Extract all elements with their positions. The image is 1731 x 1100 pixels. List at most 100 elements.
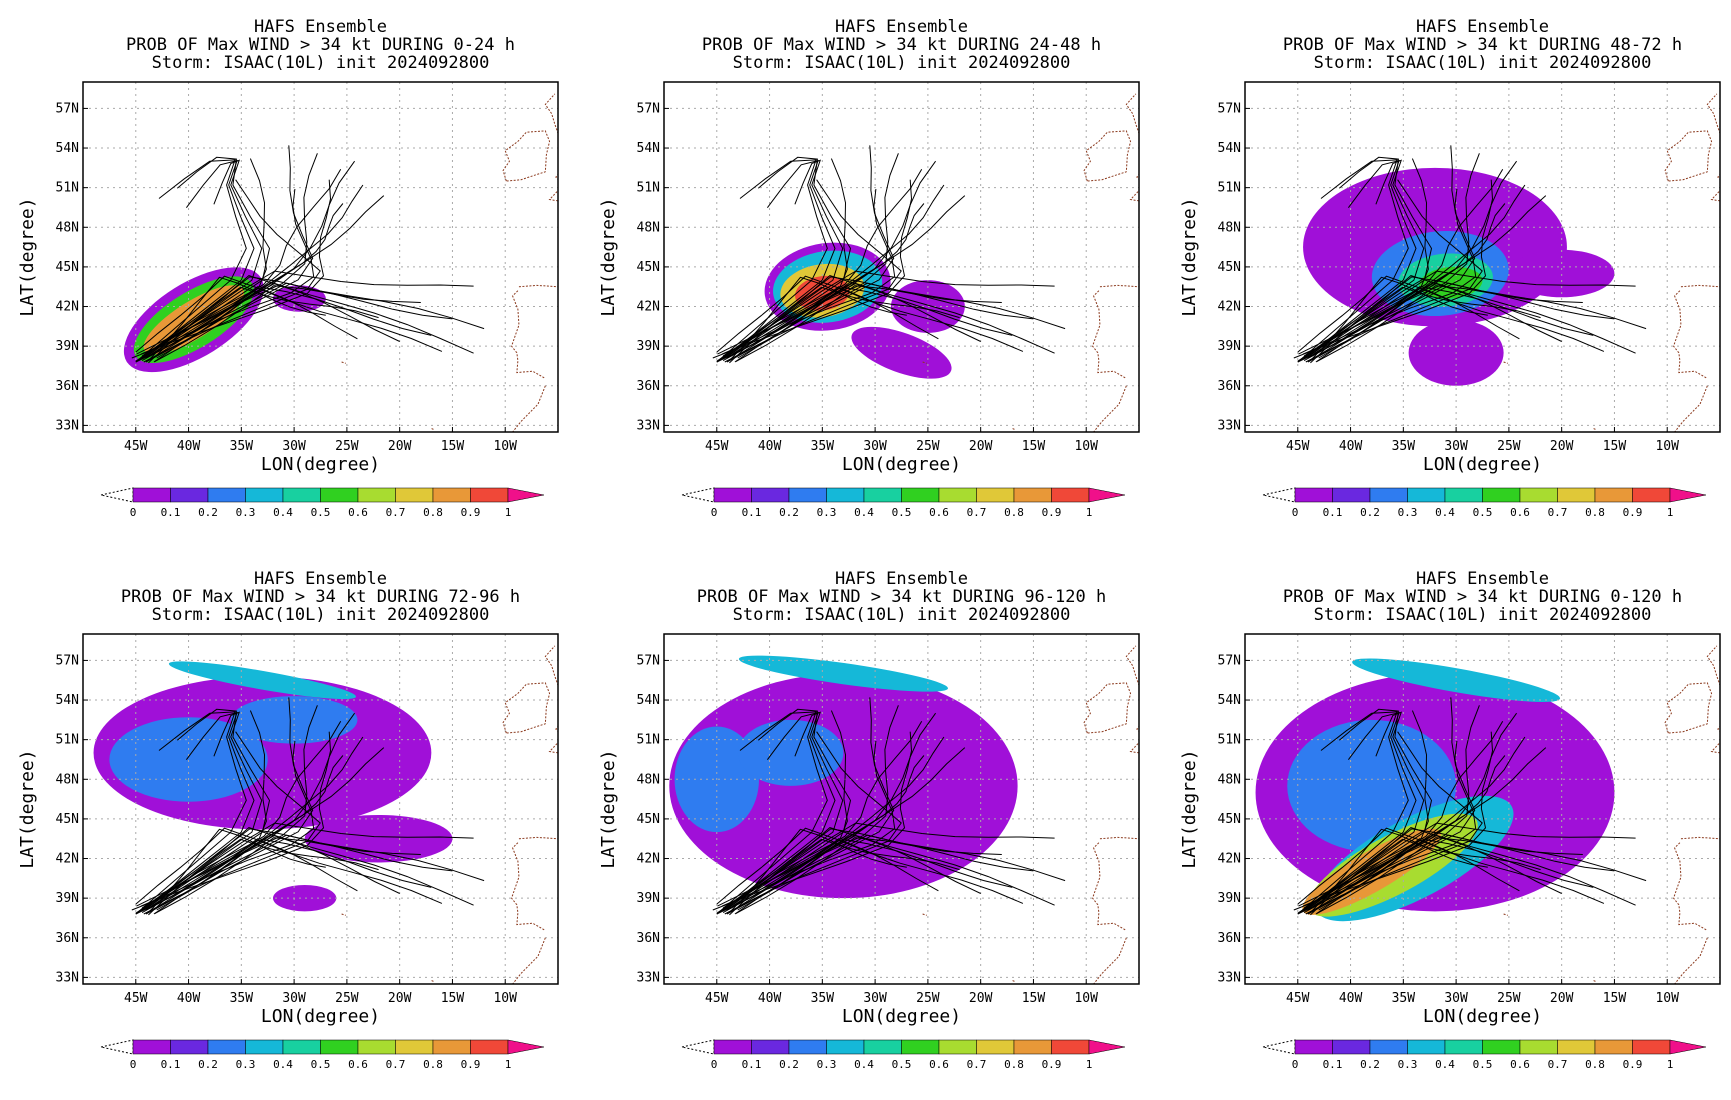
panel-title-line-2: PROB OF Max WIND > 34 kt DURING 96-120 h [697,587,1106,607]
y-tick-label: 57N [56,653,79,668]
track-14 [1313,153,1480,355]
colorbar: 0 0.1 0.2 0.3 0.4 0.5 0.6 0.7 0.8 0.9 1 [1262,1039,1707,1071]
y-axis-label: LAT(degree) [598,197,619,316]
colorbar-segment [1407,487,1446,503]
colorbar-segment [320,1039,359,1055]
colorbar: 0 0.1 0.2 0.3 0.4 0.5 0.6 0.7 0.8 0.9 1 [100,487,545,519]
ensemble-tracks [131,697,485,916]
colorbar-segment [282,487,321,503]
x-tick-label: 20W [388,991,412,1006]
ensemble-tracks [712,145,1066,364]
colorbar-segment [170,487,209,503]
panel-title-line-2: PROB OF Max WIND > 34 kt DURING 72-96 h [121,587,520,607]
x-tick-label: 30W [1444,439,1468,454]
panel-title-line-3: Storm: ISAAC(10L) init 2024092800 [152,605,490,625]
colorbar-over-arrow [1669,1039,1707,1055]
track-6 [722,822,1055,912]
x-tick-label: 15W [441,991,465,1006]
colorbar-tick-label: 0.9 [461,506,481,519]
coastline-4 [1099,284,1139,288]
colorbar-segment [1051,487,1090,503]
plot-frame [82,81,559,433]
colorbar: 0 0.1 0.2 0.3 0.4 0.5 0.6 0.7 0.8 0.9 1 [100,1039,545,1071]
y-tick-label: 51N [56,733,79,748]
track-25 [727,711,844,910]
coastline-7 [1011,427,1015,430]
coastline-5 [1093,385,1127,432]
y-tick-label: 42N [1218,852,1241,867]
colorbar-tick-label: 1 [1086,1058,1093,1071]
track-22 [144,168,342,359]
track-23 [135,711,247,915]
colorbar-tick-label: 0.3 [1398,506,1418,519]
y-tick-label: 36N [1218,379,1241,394]
track-4 [1316,837,1615,914]
coastline-3 [510,290,545,379]
probability-field [93,661,453,912]
colorbar-under-arrow [681,1039,715,1055]
colorbar-tick-label: 0.2 [779,1058,799,1071]
y-tick-label: 39N [56,339,79,354]
colorbar-segment [1013,487,1052,503]
colorbar-tick-label: 0 [1292,1058,1299,1071]
grid-lines [664,82,1139,432]
track-22 [144,720,342,911]
x-tick-label: 15W [1603,439,1627,454]
track-22 [725,720,923,911]
y-tick-label: 39N [56,891,79,906]
coastlines [341,93,558,432]
track-14 [1313,705,1480,907]
colorbar-segment [357,1039,396,1055]
panel-title-line-3: Storm: ISAAC(10L) init 2024092800 [733,605,1071,625]
colorbar-under-arrow [100,487,134,503]
coastline-4 [1680,836,1720,840]
coastline-4 [518,284,558,288]
track-25 [1308,159,1425,358]
y-tick-label: 54N [1218,693,1241,708]
track-19 [156,203,344,359]
track-21 [724,731,902,915]
x-axis-label: LON(degree) [842,1006,961,1027]
colorbar-tick-label: 0.2 [198,1058,218,1071]
colorbar-tick-label: 0.3 [817,1058,837,1071]
colorbar-segment [1332,487,1371,503]
colorbar-tick-label: 1 [1667,1058,1674,1071]
y-tick-label: 51N [1218,733,1241,748]
colorbar-segment [170,1039,209,1055]
y-tick-label: 54N [637,693,660,708]
colorbar-tick-label: 0.7 [967,1058,987,1071]
track-16 [131,731,332,911]
x-tick-label: 45W [705,439,729,454]
colorbar-segment [826,1039,865,1055]
colorbar-tick-label: 0 [1292,506,1299,519]
panel-title-line-2: PROB OF Max WIND > 34 kt DURING 0-120 h [1283,587,1682,607]
y-tick-label: 36N [637,931,660,946]
colorbar-segment [1369,487,1408,503]
track-12 [716,195,966,363]
track-20 [140,188,315,355]
x-tick-label: 10W [1655,439,1679,454]
probability-field [764,242,965,379]
colorbar-segment [938,1039,977,1055]
track-24 [1302,159,1417,360]
colorbar-tick-label: 0.1 [161,1058,181,1071]
colorbar-segment [132,487,171,503]
colorbar-segment [245,487,284,503]
colorbar-tick-label: 0 [130,506,137,519]
colorbar-tick-label: 0.7 [386,1058,406,1071]
y-tick-label: 42N [1218,300,1241,315]
colorbar-tick-label: 0.8 [1004,506,1024,519]
track-26 [1313,708,1433,907]
coastlines [341,645,558,984]
panel-title-line-3: Storm: ISAAC(10L) init 2024092800 [733,53,1071,73]
panel-title-line-1: HAFS Ensemble [835,17,968,37]
x-tick-label: 10W [1074,439,1098,454]
track-25 [1308,711,1425,910]
colorbar-tick-label: 0.8 [1004,1058,1024,1071]
colorbar-segment [1519,487,1558,503]
coastline-6 [922,361,927,364]
coastline-4 [1680,284,1720,288]
panel-title-line-1: HAFS Ensemble [1416,569,1549,589]
track-14 [732,153,899,355]
